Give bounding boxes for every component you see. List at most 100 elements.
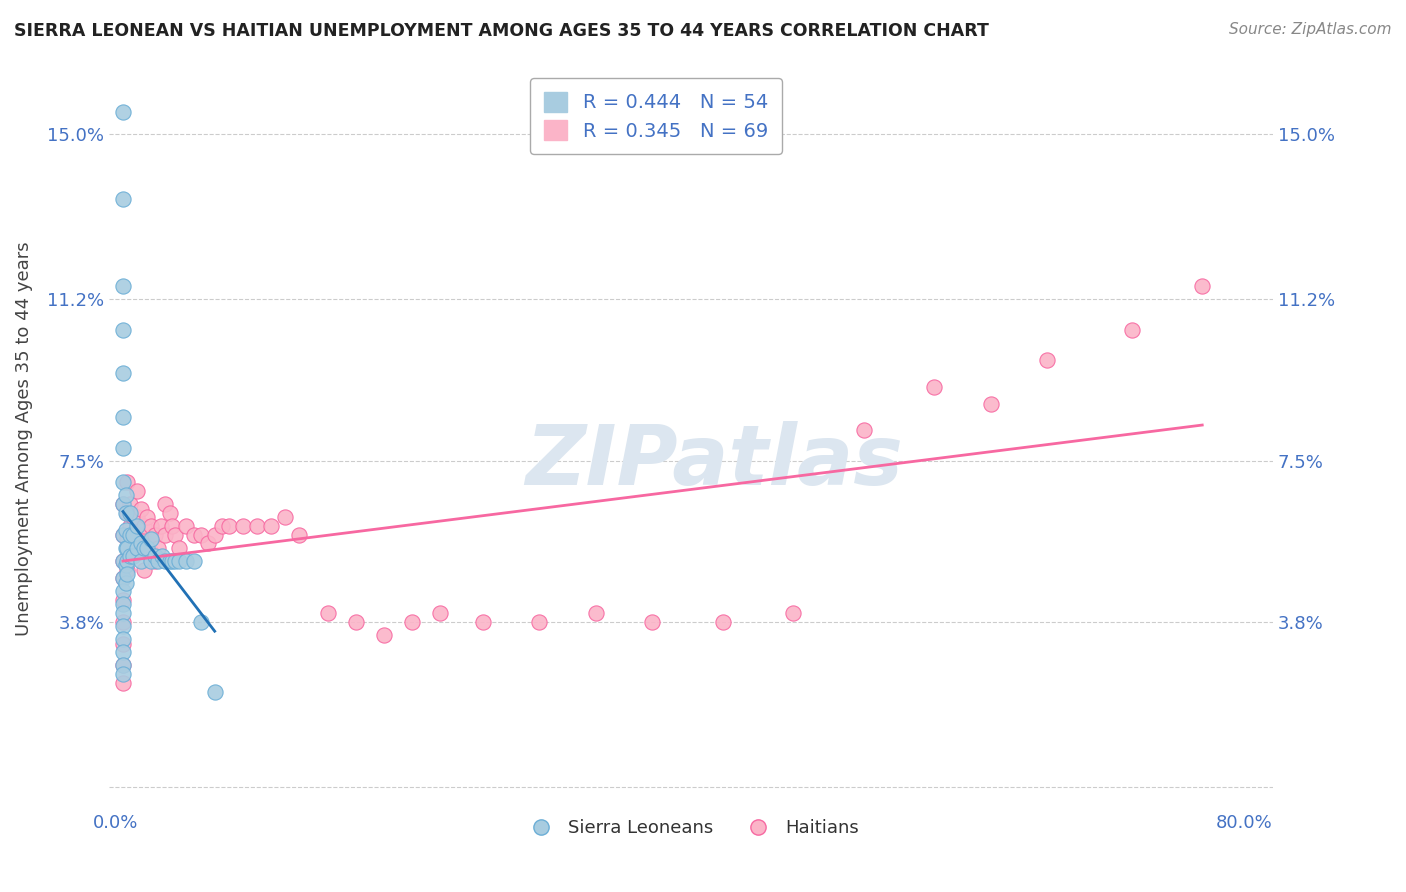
Point [131, 527, 153, 541]
Point [115, 562, 138, 576]
Point [121, 527, 143, 541]
Text: ZIPatlas: ZIPatlas [526, 420, 903, 501]
Point [111, 554, 134, 568]
Point [111, 637, 134, 651]
Point [111, 571, 134, 585]
Point [246, 519, 269, 533]
Point [111, 475, 134, 490]
Point [115, 475, 138, 490]
Y-axis label: Unemployment Among Ages 35 to 44 years: Unemployment Among Ages 35 to 44 years [15, 242, 32, 636]
Point [114, 524, 136, 538]
Point [232, 519, 254, 533]
Point [121, 549, 143, 564]
Point [260, 519, 283, 533]
Point [152, 549, 174, 564]
Point [127, 510, 149, 524]
Point [111, 619, 134, 633]
Point [136, 541, 159, 555]
Point [118, 527, 141, 541]
Point [118, 545, 141, 559]
Point [136, 536, 159, 550]
Point [922, 379, 945, 393]
Point [111, 667, 134, 681]
Text: Source: ZipAtlas.com: Source: ZipAtlas.com [1229, 22, 1392, 37]
Point [1191, 279, 1213, 293]
Point [183, 554, 205, 568]
Point [471, 615, 494, 629]
Point [1121, 323, 1143, 337]
Legend: Sierra Leoneans, Haitians: Sierra Leoneans, Haitians [516, 812, 866, 845]
Point [165, 554, 187, 568]
Point [852, 423, 875, 437]
Point [585, 606, 607, 620]
Point [162, 554, 184, 568]
Point [118, 519, 141, 533]
Point [183, 527, 205, 541]
Text: SIERRA LEONEAN VS HAITIAN UNEMPLOYMENT AMONG AGES 35 TO 44 YEARS CORRELATION CHA: SIERRA LEONEAN VS HAITIAN UNEMPLOYMENT A… [14, 22, 988, 40]
Point [111, 584, 134, 599]
Point [204, 527, 226, 541]
Point [118, 497, 141, 511]
Point [373, 628, 395, 642]
Point [111, 323, 134, 337]
Point [111, 497, 134, 511]
Point [218, 519, 240, 533]
Point [134, 541, 156, 555]
Point [115, 532, 138, 546]
Point [118, 506, 141, 520]
Point [316, 606, 339, 620]
Point [114, 506, 136, 520]
Point [148, 554, 170, 568]
Point [111, 279, 134, 293]
Point [162, 519, 184, 533]
Point [150, 519, 173, 533]
Point [1036, 353, 1059, 368]
Point [131, 501, 153, 516]
Point [111, 410, 134, 425]
Point [131, 536, 153, 550]
Point [111, 554, 134, 568]
Point [115, 554, 138, 568]
Point [115, 506, 138, 520]
Point [155, 554, 177, 568]
Point [155, 527, 177, 541]
Point [141, 519, 163, 533]
Point [127, 541, 149, 555]
Point [145, 549, 167, 564]
Point [114, 558, 136, 573]
Point [782, 606, 804, 620]
Point [401, 615, 423, 629]
Point [527, 615, 550, 629]
Point [111, 598, 134, 612]
Point [155, 497, 177, 511]
Point [111, 615, 134, 629]
Point [111, 606, 134, 620]
Point [127, 484, 149, 499]
Point [121, 510, 143, 524]
Point [111, 632, 134, 647]
Point [211, 519, 233, 533]
Point [111, 645, 134, 659]
Point [159, 554, 181, 568]
Point [165, 527, 187, 541]
Point [204, 684, 226, 698]
Point [114, 488, 136, 502]
Point [169, 554, 191, 568]
Point [159, 506, 181, 520]
Point [111, 497, 134, 511]
Point [641, 615, 664, 629]
Point [111, 571, 134, 585]
Point [145, 554, 167, 568]
Point [114, 575, 136, 590]
Point [176, 519, 198, 533]
Point [111, 675, 134, 690]
Point [134, 562, 156, 576]
Point [190, 527, 212, 541]
Point [111, 593, 134, 607]
Point [115, 566, 138, 581]
Point [134, 541, 156, 555]
Point [111, 527, 134, 541]
Point [288, 527, 311, 541]
Point [111, 658, 134, 673]
Point [127, 541, 149, 555]
